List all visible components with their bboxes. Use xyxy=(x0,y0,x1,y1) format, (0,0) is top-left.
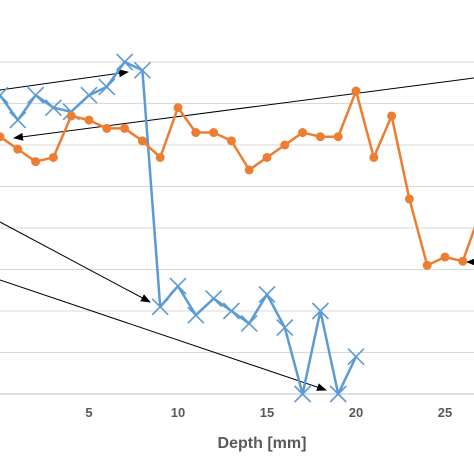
data-point xyxy=(333,132,343,142)
data-point xyxy=(258,285,276,303)
data-point xyxy=(311,302,329,320)
data-point xyxy=(422,260,432,270)
x-tick-label: 5 xyxy=(85,405,92,420)
data-point xyxy=(48,152,58,162)
data-point xyxy=(298,128,308,138)
data-point xyxy=(226,136,236,146)
data-point xyxy=(120,123,130,133)
data-point xyxy=(387,111,397,121)
data-point xyxy=(458,256,468,266)
data-point xyxy=(404,194,414,204)
x-tick-label: 10 xyxy=(171,405,185,420)
data-point xyxy=(80,86,98,104)
data-point xyxy=(315,132,325,142)
data-point xyxy=(98,78,116,96)
data-point xyxy=(169,277,187,295)
x-tick-labels: 5 10 15 20 25 xyxy=(85,405,452,420)
annotation-arrows xyxy=(0,69,474,391)
data-point xyxy=(84,115,94,125)
annotation-arrow xyxy=(0,69,129,91)
annotation-arrow xyxy=(0,221,151,303)
data-point xyxy=(369,152,379,162)
data-point xyxy=(440,252,450,262)
data-point xyxy=(66,111,76,121)
data-point xyxy=(9,111,27,129)
x-tick-label: 20 xyxy=(349,405,363,420)
data-point xyxy=(133,61,151,79)
data-point xyxy=(102,123,112,133)
data-point xyxy=(173,103,183,113)
gridlines xyxy=(0,61,474,395)
data-point xyxy=(27,86,45,104)
annotation-arrow xyxy=(13,77,474,141)
data-point xyxy=(155,152,165,162)
data-point xyxy=(244,165,254,175)
data-point xyxy=(151,298,169,316)
data-point xyxy=(13,144,23,154)
data-point xyxy=(191,128,201,138)
data-point xyxy=(31,157,41,167)
series-layer xyxy=(0,53,474,403)
data-point xyxy=(240,314,258,333)
series-line-1 xyxy=(0,60,358,396)
data-point xyxy=(44,99,62,117)
data-point xyxy=(280,140,290,150)
data-point xyxy=(209,128,219,138)
x-tick-label: 15 xyxy=(260,405,274,420)
data-point xyxy=(347,348,365,366)
data-point xyxy=(205,289,223,308)
data-point xyxy=(116,53,134,71)
data-point xyxy=(276,319,294,337)
annotation-arrow xyxy=(0,279,327,391)
data-point xyxy=(351,86,361,96)
data-point xyxy=(262,152,272,162)
data-point xyxy=(329,385,347,403)
data-point xyxy=(187,306,205,324)
x-tick-label: 25 xyxy=(438,405,452,420)
data-point xyxy=(294,385,312,403)
series-line-2 xyxy=(0,89,474,267)
x-axis-title: Depth [mm] xyxy=(218,435,307,452)
data-point xyxy=(0,86,9,104)
data-point xyxy=(222,302,240,320)
data-point xyxy=(137,136,147,146)
data-point xyxy=(0,132,5,142)
